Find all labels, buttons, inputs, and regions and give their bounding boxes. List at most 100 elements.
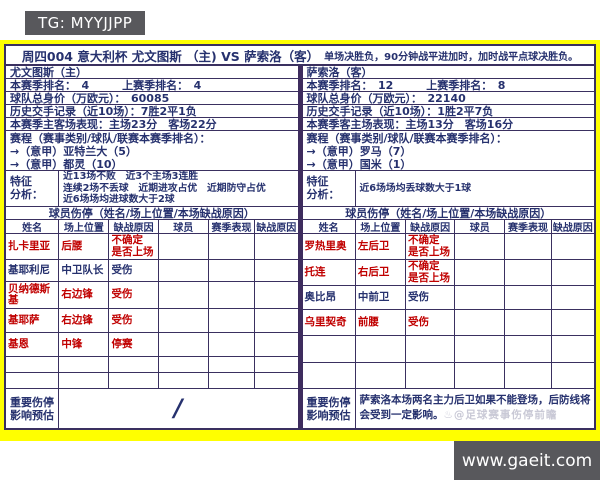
injury-row: 扎卡里亚 后腰 不确定 是否上场 (6, 234, 298, 260)
important-injury-content: 萨索洛本场两名主力后卫如果不能登场，后防线将会受到一定影响。♨@足球赛事伤停前瞻 (356, 389, 595, 428)
important-injury-estimate: 重要伤停 影响预估 / (6, 389, 298, 428)
injury-row (6, 357, 298, 373)
feature-analysis-content: 近13场不败 近3个主场3连胜 连续2场不丢球 近期进攻占优 近期防守占优 近6场场… (59, 171, 298, 206)
team-info-rows: 本赛季排名： 12 上赛季排名： 8 球队总身价（万欧元）： 22140 历史交手记… (302, 79, 594, 131)
injury-table-header: 姓名 场上位置 缺战原因 球员 赛季表现 缺战原因 (302, 220, 594, 234)
position-cell: 左后卫 (356, 234, 406, 259)
match-analysis-table: 周四004 意大利杯 尤文图斯 （主) VS 萨索洛（客） 单场决胜负，90分钟… (4, 44, 596, 430)
injury-table-body: 扎卡里亚 后腰 不确定 是否上场 基耶利尼 中卫队长 受伤 贝纳德斯基 右边锋 受伤 基耶萨 右边锋… (6, 234, 298, 389)
position-cell (59, 373, 110, 388)
reason-col-cell (255, 260, 297, 281)
player-name-cell (6, 373, 60, 388)
absence-reason-cell: 受伤 (406, 310, 456, 335)
column-divider (297, 66, 303, 428)
team-info-row: 球队总身价（万欧元）： 60085 (6, 92, 298, 105)
team-info-row: 本赛季排名： 4 上赛季排名： 4 (6, 79, 298, 92)
absence-reason-cell (406, 336, 456, 362)
tg-badge: TG: MYYJJPP (25, 11, 146, 35)
schedule-item: →（意甲）罗马（7） (306, 145, 412, 158)
team-name: 尤文图斯（主） (6, 66, 298, 79)
injury-table-header: 姓名 场上位置 缺战原因 球员 赛季表现 缺战原因 (6, 220, 298, 234)
player-name-cell: 奥比昂 (303, 286, 356, 309)
position-cell: 右边锋 (59, 282, 110, 308)
injury-row: 贝纳德斯基 右边锋 受伤 (6, 282, 298, 309)
position-cell: 右边锋 (59, 309, 110, 332)
season-performance-cell (505, 336, 552, 362)
injury-row: 基耶萨 右边锋 受伤 (6, 309, 298, 333)
team-schedule: 赛程（赛事类别/球队/联赛本赛季排名）： →（意甲）罗马（7） →（意甲）国米（1… (302, 131, 594, 171)
injury-col-header: 球员 (159, 220, 209, 233)
season-performance-cell (505, 286, 552, 309)
absence-reason-cell (406, 363, 456, 388)
position-cell (356, 336, 406, 362)
feature-analysis: 特征 分析： 近13场不败 近3个主场3连胜 连续2场不丢球 近期进攻占优 近期防… (6, 171, 298, 207)
feature-line: 近6场场均丢球数大于1球 (359, 182, 472, 194)
player-name-cell: 扎卡里亚 (6, 234, 60, 259)
season-performance-cell (209, 234, 256, 259)
team-name: 萨索洛（客） (302, 66, 594, 79)
position-cell: 右后卫 (356, 260, 406, 285)
reason-col-cell (552, 310, 594, 335)
player-col-cell (159, 333, 209, 356)
player-name-cell: 托连 (303, 260, 356, 285)
reason-col-cell (552, 260, 594, 285)
injury-table-body: 罗热里奥 左后卫 不确定 是否上场 托连 右后卫 不确定 是否上场 奥比昂 中前卫 受伤 乌里契奇… (302, 234, 594, 389)
player-col-cell (455, 310, 506, 335)
absence-reason-cell: 停赛 (109, 333, 159, 356)
injury-col-header: 球员 (455, 220, 506, 233)
injury-col-header: 缺战原因 (256, 223, 297, 233)
player-col-cell (159, 234, 209, 259)
position-cell: 中前卫 (356, 286, 406, 309)
season-performance-cell (209, 309, 256, 332)
player-col-cell (159, 309, 209, 332)
important-injury-text: 萨索洛本场两名主力后卫如果不能登场，后防线将会受到一定影响。 (359, 394, 591, 421)
match-title: 周四004 意大利杯 尤文图斯 （主) VS 萨索洛（客） (21, 48, 320, 64)
reason-col-cell (552, 286, 594, 309)
injury-row: 乌里契奇 前腰 受伤 (302, 310, 594, 336)
injury-col-header: 姓名 (6, 220, 60, 233)
position-cell: 中锋 (59, 333, 110, 356)
injury-row: 托连 右后卫 不确定 是否上场 (302, 260, 594, 286)
injury-col-header: 姓名 (303, 220, 356, 233)
absence-reason-cell: 不确定 是否上场 (109, 234, 159, 259)
feature-analysis: 特征 分析： 近6场场均丢球数大于1球 (302, 171, 594, 207)
season-performance-cell (505, 310, 552, 335)
injury-row (302, 336, 594, 363)
important-injury-label: 重要伤停 影响预估 (303, 389, 356, 428)
injury-row: 罗热里奥 左后卫 不确定 是否上场 (302, 234, 594, 260)
absence-reason-cell: 受伤 (109, 309, 159, 332)
team-columns: 尤文图斯（主） 本赛季排名： 4 上赛季排名： 4 球队总身价（万欧元）： 600… (6, 66, 594, 428)
absence-reason-cell: 受伤 (109, 260, 159, 281)
important-injury-estimate: 重要伤停 影响预估 萨索洛本场两名主力后卫如果不能登场，后防线将会受到一定影响。… (303, 389, 595, 428)
player-name-cell (303, 336, 356, 362)
position-cell (356, 363, 406, 388)
team-info-row: 历史交手记录（近10场）：7胜2平1负 (6, 105, 298, 118)
injury-col-header: 场上位置 (59, 220, 110, 233)
team-panel: 尤文图斯（主） 本赛季排名： 4 上赛季排名： 4 球队总身价（万欧元）： 600… (6, 66, 298, 428)
season-performance-cell (505, 260, 552, 285)
season-performance-cell (209, 357, 256, 372)
injury-col-header: 缺战原因 (406, 220, 456, 233)
watermark-text: ♨@足球赛事伤停前瞻 (443, 409, 558, 421)
absence-reason-cell: 受伤 (109, 282, 159, 308)
absence-reason-cell: 受伤 (406, 286, 456, 309)
schedule-item: →（意甲）都灵（10） (10, 158, 123, 171)
reason-col-cell (552, 336, 594, 362)
injury-col-header: 缺战原因 (109, 220, 159, 233)
feature-analysis-label: 特征 分析： (303, 171, 356, 206)
reason-col-cell (552, 234, 594, 259)
player-name-cell (303, 363, 356, 388)
feature-line: 近6场场均进球数大于2球 (63, 194, 175, 206)
player-col-cell (455, 336, 506, 362)
absence-reason-cell (109, 373, 159, 388)
reason-col-cell (255, 373, 297, 388)
match-title-row: 周四004 意大利杯 尤文图斯 （主) VS 萨索洛（客） 单场决胜负，90分钟… (6, 46, 594, 66)
schedule-header: 赛程（赛事类别/球队/联赛本赛季排名）： (10, 132, 211, 145)
match-analysis-board: 周四004 意大利杯 尤文图斯 （主) VS 萨索洛（客） 单场决胜负，90分钟… (0, 40, 600, 441)
feature-line: 连续2场不丢球 近期进攻占优 近期防守占优 (63, 182, 266, 194)
player-name-cell: 基耶利尼 (6, 260, 60, 281)
injury-col-header: 场上位置 (356, 220, 406, 233)
team-schedule: 赛程（赛事类别/球队/联赛本赛季排名）： →（意甲）亚特兰大（5） →（意甲）都灵… (6, 131, 298, 171)
position-cell: 中卫队长 (59, 260, 110, 281)
player-col-cell (455, 363, 506, 388)
